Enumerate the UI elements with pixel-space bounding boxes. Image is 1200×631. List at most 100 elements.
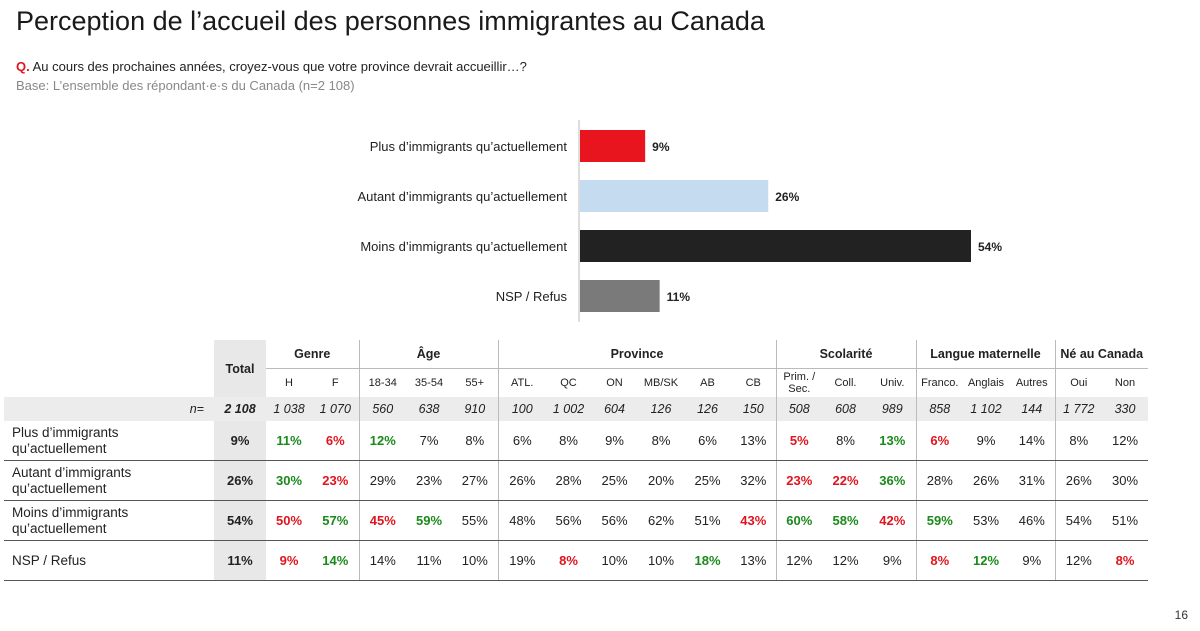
table-cell: 59% (915, 500, 963, 541)
category-label-3: NSP / Refus (496, 289, 568, 304)
table-cell: 57% (312, 500, 359, 541)
table-cell: 51% (684, 500, 731, 541)
sample-size-cell: 560 (358, 397, 406, 421)
table-cell: 56% (591, 500, 638, 541)
table-row: NSP / Refus 11% 9% 14% 14% 11% 10% 19% 8% 10% 10% 1… (4, 540, 1148, 581)
table-cell: 23% (312, 460, 359, 501)
table-cell: 6% (915, 421, 963, 461)
table-cell: 9% (591, 421, 638, 461)
column-header: Franco. (915, 368, 963, 397)
table-cell: 12% (963, 540, 1009, 581)
sample-size-cell: 1 038 (266, 397, 312, 421)
table-cell: 60% (775, 500, 822, 541)
table-cell: 18% (684, 540, 731, 581)
table-row: Plus d’immigrants qu’actuellement 9% 11% 6%… (4, 421, 1148, 461)
column-header: 18-34 (358, 368, 406, 397)
table-cell: 9% (266, 540, 312, 581)
sample-size-cell: 608 (822, 397, 869, 421)
table-cell: 26% (1054, 460, 1102, 501)
sample-size-cell: 858 (915, 397, 963, 421)
table-cell: 25% (684, 460, 731, 501)
table-cell: 11% (406, 540, 452, 581)
table-cell: 19% (497, 540, 546, 581)
bar-3 (580, 280, 660, 312)
table-cell: 45% (358, 500, 406, 541)
value-label-3: 11% (667, 290, 691, 304)
table-cell: 12% (358, 421, 406, 461)
question-prefix: Q. (16, 59, 30, 74)
sample-size-cell: 150 (731, 397, 776, 421)
table-cell: 53% (963, 500, 1009, 541)
sample-size-label: n= (4, 397, 214, 421)
column-header: CB (745, 377, 761, 389)
table-cell: 28% (915, 460, 963, 501)
table-cell: 29% (358, 460, 406, 501)
total-header: Total (214, 340, 266, 397)
table-cell: 26% (497, 460, 546, 501)
table-cell: 6% (684, 421, 731, 461)
table-cell: 48% (497, 500, 546, 541)
table-row: Moins d’immigrants qu’actuellement 54% 50%… (4, 500, 1148, 541)
table-cell: 13% (869, 421, 916, 461)
question-body: Au cours des prochaines années, croyez-v… (32, 59, 527, 74)
table-cell: 26% (963, 460, 1009, 501)
table-cell: 27% (452, 460, 498, 501)
row-total: 54% (214, 500, 266, 541)
column-header: MB/SK (643, 377, 679, 389)
table-cell: 30% (266, 460, 312, 501)
table-cell: 8% (915, 540, 963, 581)
table-cell: 10% (638, 540, 684, 581)
sample-size-cell: 126 (638, 397, 684, 421)
column-header: ATL. (497, 368, 546, 397)
sample-size-cell: 910 (452, 397, 498, 421)
row-label: Moins d’immigrants qu’actuellement (4, 500, 214, 541)
value-label-0: 9% (652, 140, 670, 154)
table-cell: 5% (775, 421, 822, 461)
page-title: Perception de l’accueil des personnes im… (16, 6, 765, 36)
row-label: Autant d’immigrants qu’actuellement (4, 460, 214, 501)
table-group-header-row: Total Genre Âge Province Scolarité Langue mat… (4, 340, 1148, 397)
table-cell: 10% (591, 540, 638, 581)
bar-1 (580, 180, 769, 212)
table-cell: 9% (963, 421, 1009, 461)
table-subheader-row: H F 18-34 35-54 55+ ATL. QC ON MB/SK AB CB Prim. / … (4, 368, 1148, 397)
table-cell: 12% (775, 540, 822, 581)
column-header: AB (700, 377, 715, 389)
bar-2 (580, 230, 971, 262)
table-cell: 14% (358, 540, 406, 581)
sample-size-cell: 508 (775, 397, 822, 421)
sample-size-cell: 126 (684, 397, 731, 421)
table-cell: 9% (1009, 540, 1055, 581)
column-header: Prim. / Sec. (775, 368, 822, 397)
sample-size-row: n= 2 108 1 038 1 070 560 638 910 100 1 002 604 126… (4, 397, 1148, 421)
table-cell: 6% (312, 421, 359, 461)
column-header: Autres (1015, 377, 1048, 389)
sample-size-cell: 330 (1102, 397, 1148, 421)
row-total: 11% (214, 540, 266, 581)
row-label: NSP / Refus (4, 540, 214, 581)
row-total: 9% (214, 421, 266, 461)
table-row: Autant d’immigrants qu’actuellement 26% 30… (4, 460, 1148, 501)
table-cell: 62% (638, 500, 684, 541)
column-header: 55+ (465, 377, 485, 389)
sample-size-cell: 604 (591, 397, 638, 421)
sample-size-cell: 1 070 (312, 397, 359, 421)
column-header: Oui (1054, 368, 1102, 397)
table-cell: 13% (731, 421, 776, 461)
sample-size-cell: 1 002 (546, 397, 591, 421)
base-note: Base: L’ensemble des répondant·e·s du Ca… (16, 78, 355, 93)
table-cell: 56% (546, 500, 591, 541)
table-cell: 12% (822, 540, 869, 581)
table-cell: 36% (869, 460, 916, 501)
table-cell: 25% (591, 460, 638, 501)
table-cell: 28% (546, 460, 591, 501)
column-header: Coll. (834, 377, 857, 389)
table-cell: 9% (869, 540, 916, 581)
table-cell: 8% (546, 540, 591, 581)
table-cell: 32% (731, 460, 776, 501)
table-cell: 46% (1009, 500, 1055, 541)
column-header: H (285, 377, 293, 389)
table-corner (4, 340, 214, 397)
question-text: Q. Au cours des prochaines années, croye… (16, 59, 527, 74)
table-cell: 8% (452, 421, 498, 461)
